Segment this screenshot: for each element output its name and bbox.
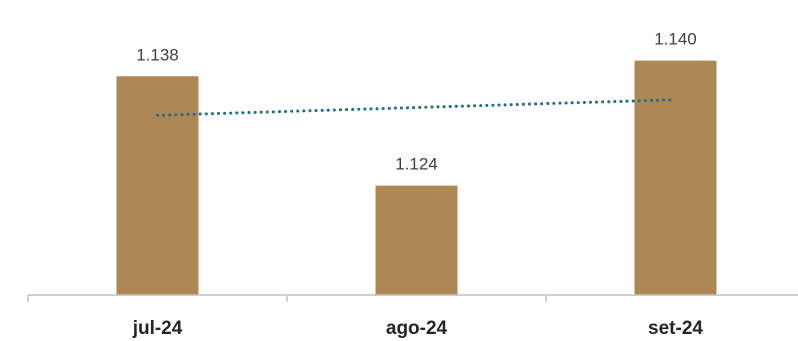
bar-jul-24: [116, 76, 199, 295]
bars-layer: [116, 60, 717, 295]
tick-label-set-24: set-24: [648, 318, 703, 339]
bar-set-24: [634, 60, 717, 295]
trendline-layer: [156, 98, 677, 117]
bar-ago-24: [375, 185, 458, 295]
x-tick-labels: jul-24 ago-24 set-24: [132, 318, 704, 339]
tick-label-ago-24: ago-24: [386, 318, 448, 339]
value-label-jul-24: 1.138: [136, 45, 179, 64]
tick-label-jul-24: jul-24: [132, 318, 183, 339]
plot-area: 1.138 1.124 1.140 jul-24 ago-24 set-24: [27, 30, 798, 339]
value-labels: 1.138 1.124 1.140: [136, 30, 697, 174]
x-axis: [27, 294, 798, 302]
trendline: [156, 98, 677, 117]
value-label-set-24: 1.140: [654, 30, 697, 49]
value-label-ago-24: 1.124: [395, 155, 438, 174]
